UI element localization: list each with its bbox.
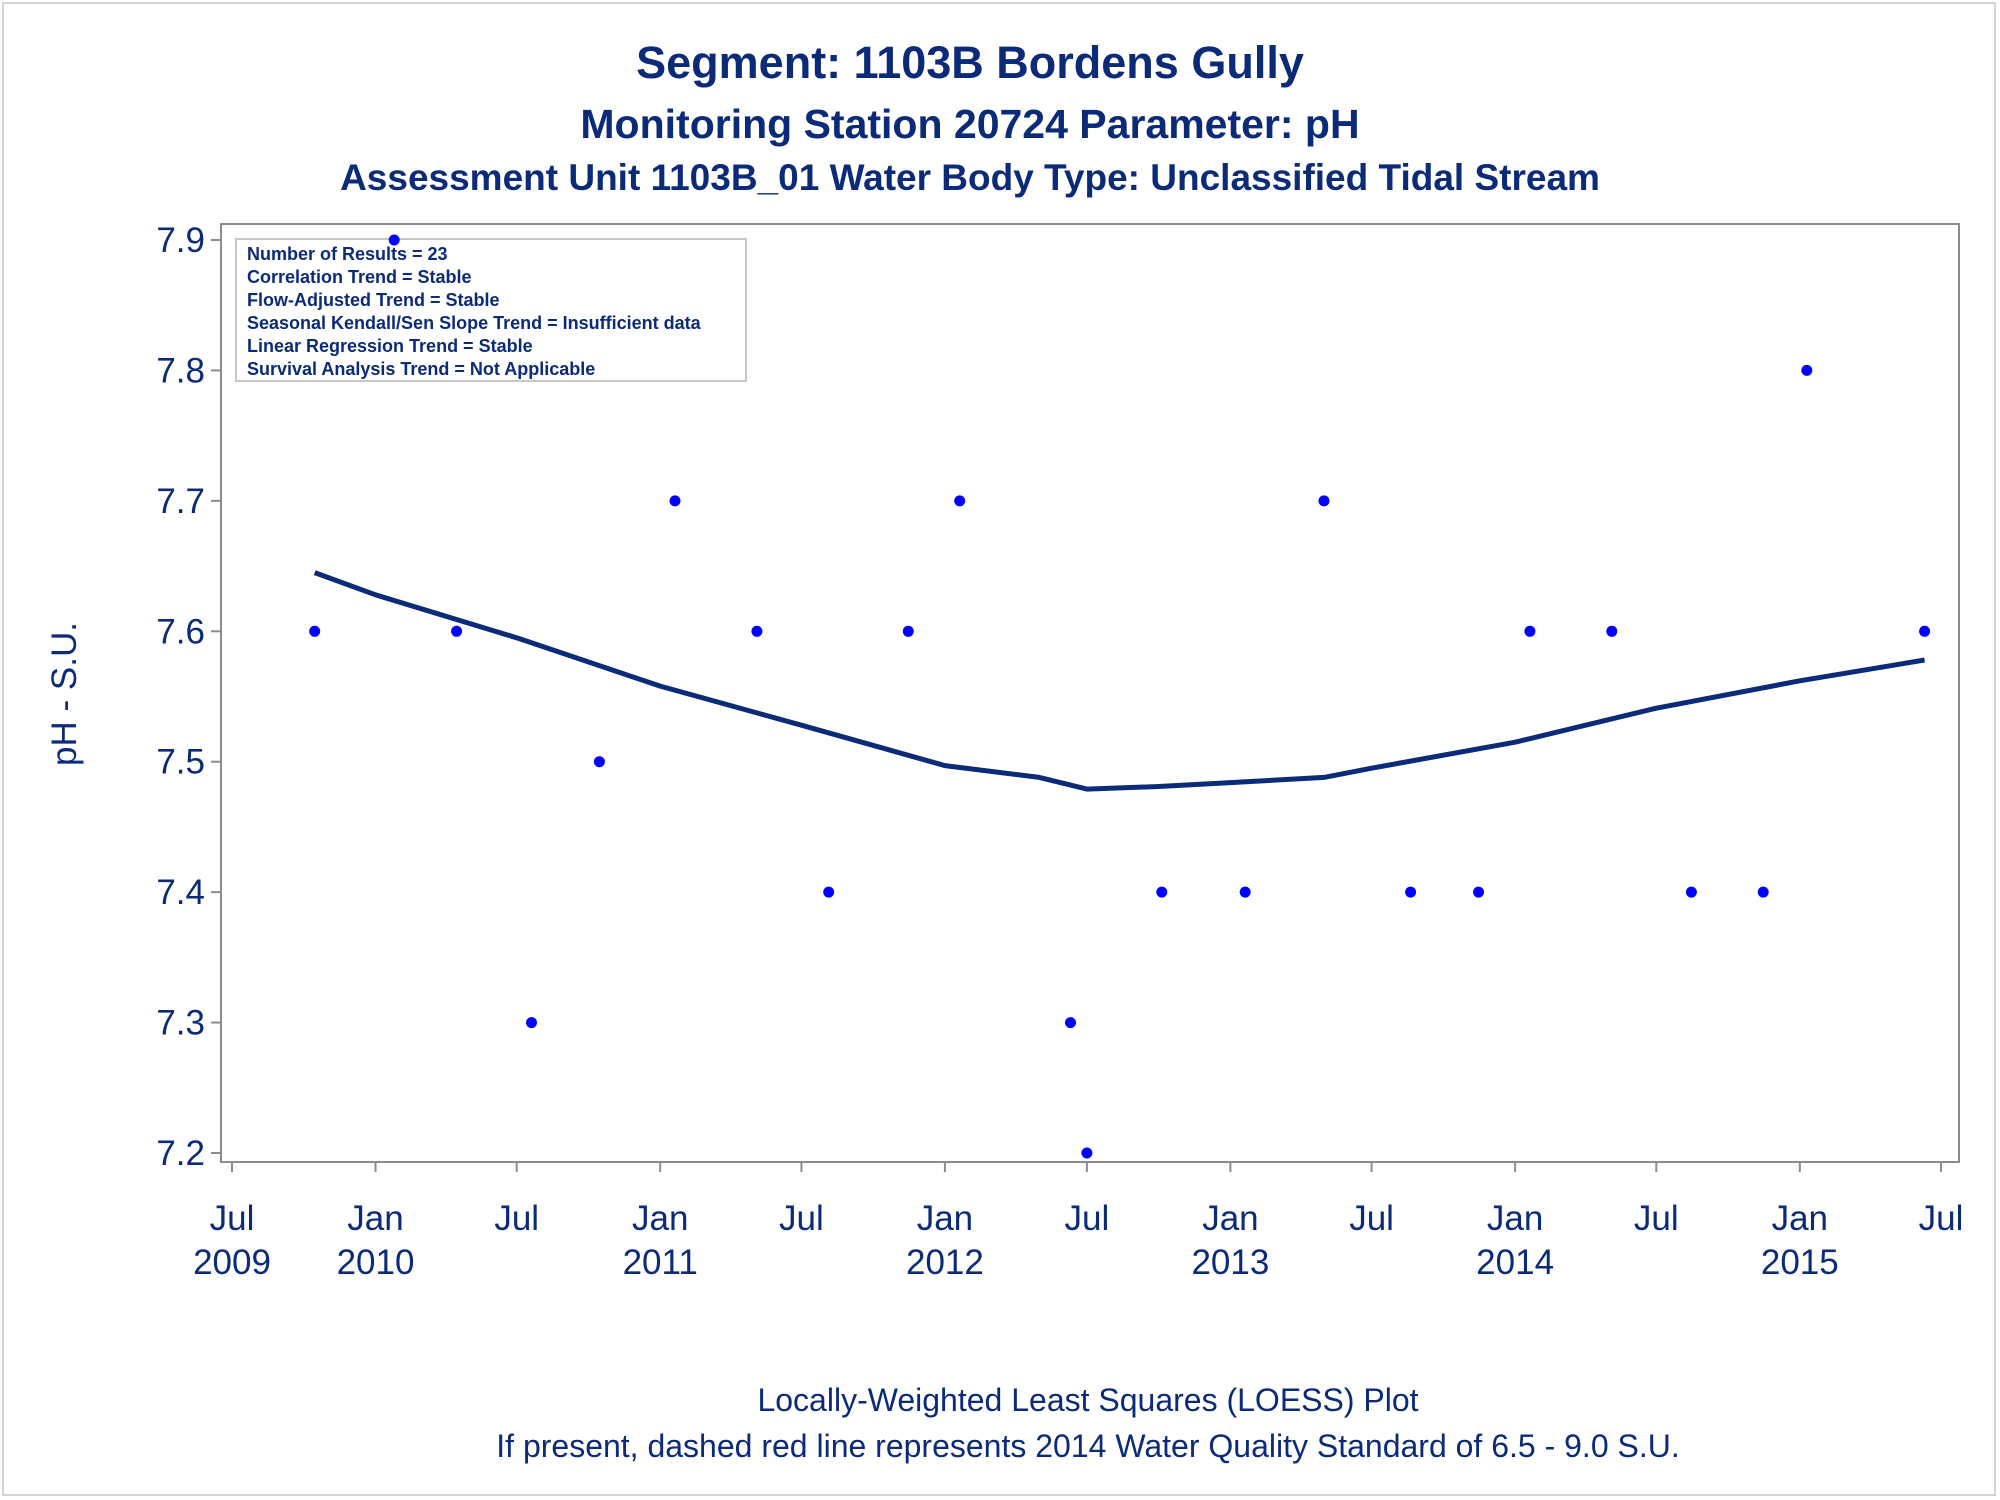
y-tick-label: 7.4 <box>156 873 205 912</box>
x-tick-month: Jan <box>347 1199 403 1238</box>
plot-area <box>220 223 1960 1163</box>
x-tick-month: Jul <box>779 1199 824 1238</box>
points-layer <box>309 234 1931 1159</box>
data-point <box>388 234 400 246</box>
x-tick-year: 2013 <box>1191 1243 1269 1282</box>
data-point <box>1685 886 1697 898</box>
chart-subtitle-2: Assessment Unit 1103B_01 Water Body Type… <box>340 157 1600 198</box>
inset-line: Correlation Trend = Stable <box>247 267 472 287</box>
data-point <box>751 625 763 637</box>
y-axis: 7.2 7.3 7.4 7.5 7.6 7.7 7.8 7.9 <box>156 221 221 1173</box>
x-tick-month: Jul <box>1349 1199 1394 1238</box>
data-point <box>902 625 914 637</box>
y-tick-label: 7.9 <box>156 221 205 260</box>
y-tick-label: 7.2 <box>156 1134 205 1173</box>
data-point <box>593 756 605 768</box>
chart-subtitle: Monitoring Station 20724 Parameter: pH <box>580 101 1359 147</box>
x-axis: Jul 2009 Jan 2010 Jul Jan 2011 Jul Jan 2012 Jul Jan… <box>193 1162 1963 1282</box>
x-tick-month: Jul <box>210 1199 255 1238</box>
data-point <box>1801 364 1813 376</box>
x-tick-month: Jan <box>1772 1199 1828 1238</box>
x-tick-year: 2009 <box>193 1243 271 1282</box>
x-tick-month: Jan <box>632 1199 688 1238</box>
x-tick-month: Jul <box>494 1199 539 1238</box>
data-point <box>1405 886 1417 898</box>
data-point <box>954 495 966 507</box>
x-tick-year: 2011 <box>623 1243 698 1282</box>
y-tick-label: 7.8 <box>156 351 205 390</box>
data-point <box>309 625 321 637</box>
data-point <box>1239 886 1251 898</box>
loess-layer <box>313 570 1926 792</box>
data-point <box>1065 1017 1076 1029</box>
data-point <box>1524 625 1536 637</box>
inset-box <box>235 238 747 382</box>
inset-line: Survival Analysis Trend = Not Applicable <box>247 359 595 379</box>
data-point <box>669 495 681 507</box>
data-point <box>526 1017 537 1029</box>
x-tick-month: Jan <box>917 1199 973 1238</box>
x-tick-year: 2015 <box>1761 1243 1839 1282</box>
loess-line <box>313 570 1926 792</box>
x-tick-month: Jul <box>1065 1199 1110 1238</box>
data-point <box>1919 625 1931 637</box>
data-point <box>1081 1147 1093 1159</box>
inset-line: Number of Results = 23 <box>247 244 448 264</box>
x-tick-month: Jul <box>1634 1199 1679 1238</box>
data-point <box>1318 495 1330 507</box>
x-tick-year: 2010 <box>337 1243 415 1282</box>
y-axis-label: pH - S.U. <box>45 622 84 766</box>
x-tick-month: Jan <box>1202 1199 1258 1238</box>
x-tick-month: Jan <box>1487 1199 1543 1238</box>
data-point <box>1473 886 1484 898</box>
inset-line: Flow-Adjusted Trend = Stable <box>247 290 500 310</box>
y-tick-label: 7.6 <box>156 612 205 651</box>
inset-line: Linear Regression Trend = Stable <box>247 336 533 356</box>
y-tick-label: 7.7 <box>156 482 205 521</box>
y-tick-label: 7.5 <box>156 743 205 782</box>
footnote-standard: If present, dashed red line represents 2… <box>496 1428 1679 1464</box>
x-tick-year: 2012 <box>906 1243 984 1282</box>
chart-title: Segment: 1103B Bordens Gully <box>636 37 1304 88</box>
y-tick-label: 7.3 <box>156 1004 205 1043</box>
footnote-loess: Locally-Weighted Least Squares (LOESS) P… <box>757 1382 1418 1418</box>
data-point <box>823 886 835 898</box>
x-tick-year: 2014 <box>1476 1243 1554 1282</box>
data-point <box>451 625 463 637</box>
trend-summary-inset: Number of Results = 23 Correlation Trend … <box>235 238 747 382</box>
x-tick-month: Jul <box>1919 1199 1964 1238</box>
data-point <box>1757 886 1769 898</box>
inset-line: Seasonal Kendall/Sen Slope Trend = Insuf… <box>247 313 702 333</box>
data-point <box>1156 886 1168 898</box>
data-point <box>1606 625 1618 637</box>
